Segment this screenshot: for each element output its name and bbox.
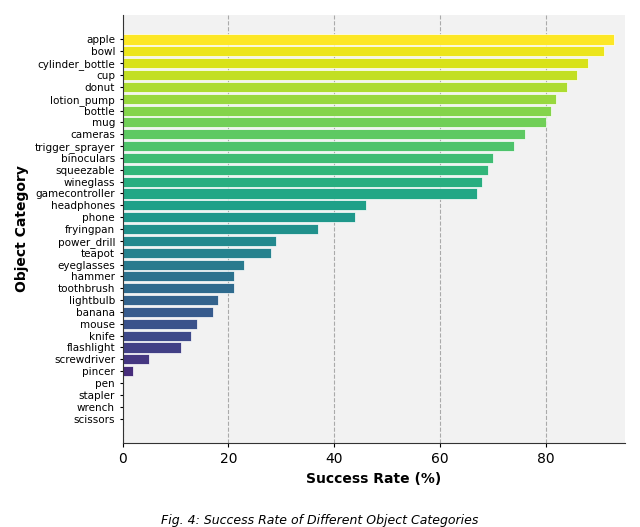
Bar (123, 189, 477, 199)
Bar (123, 343, 181, 353)
Bar (123, 259, 244, 270)
Bar (123, 94, 556, 104)
Bar (123, 200, 366, 210)
Bar (123, 354, 149, 364)
Bar (123, 118, 546, 128)
Bar (123, 295, 218, 305)
Bar (123, 177, 482, 187)
Bar (123, 70, 577, 80)
Bar (123, 283, 234, 294)
Bar (123, 153, 493, 163)
Bar (123, 82, 567, 92)
Bar (123, 58, 588, 68)
Y-axis label: Object Category: Object Category (15, 165, 29, 292)
Bar (123, 330, 191, 340)
Bar (123, 105, 551, 115)
Bar (123, 141, 514, 151)
Text: Fig. 4: Success Rate of Different Object Categories: Fig. 4: Success Rate of Different Object… (161, 514, 479, 527)
Bar (123, 165, 488, 175)
Bar (123, 307, 212, 317)
Bar (123, 46, 604, 56)
Bar (123, 366, 133, 376)
Bar (123, 248, 271, 258)
Bar (123, 34, 614, 44)
Bar (123, 212, 355, 222)
Bar (123, 271, 234, 281)
Bar (123, 224, 318, 234)
Bar (123, 236, 276, 246)
X-axis label: Success Rate (%): Success Rate (%) (306, 472, 442, 486)
Bar (123, 129, 525, 139)
Bar (123, 319, 196, 329)
